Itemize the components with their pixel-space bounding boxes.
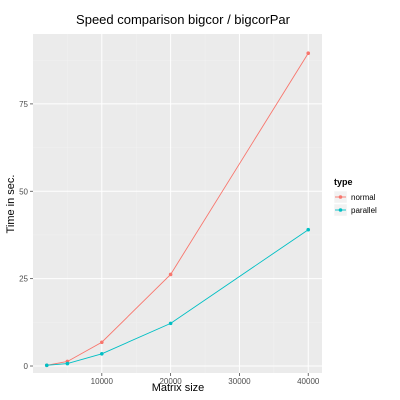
data-point-normal — [306, 51, 311, 56]
legend-label-normal: normal — [351, 193, 376, 202]
x-tick-label: 20000 — [159, 377, 182, 386]
legend-label-parallel: parallel — [351, 206, 377, 215]
x-tick-label: 30000 — [228, 377, 251, 386]
data-point-parallel — [65, 361, 70, 366]
x-tick-label: 40000 — [297, 377, 320, 386]
data-point-parallel — [44, 363, 49, 368]
legend-key-point-normal — [338, 195, 343, 199]
data-point-normal — [168, 272, 173, 277]
y-tick-label: 50 — [19, 187, 28, 196]
y-axis-title: Time in sec. — [5, 175, 17, 234]
data-point-parallel — [306, 227, 311, 232]
tick-layer: 10000 20000 30000 40000 0 25 50 75 — [19, 100, 320, 386]
legend-key-point-parallel — [338, 208, 343, 212]
y-tick-label: 75 — [19, 100, 28, 109]
y-tick-label: 0 — [24, 362, 29, 371]
legend: type normal parallel — [333, 177, 377, 217]
data-point-parallel — [100, 351, 104, 356]
legend-title: type — [334, 177, 353, 187]
data-point-normal — [100, 340, 104, 345]
data-point-parallel — [168, 321, 173, 326]
x-axis-title: Matrix size — [152, 382, 205, 394]
x-tick-label: 10000 — [91, 377, 114, 386]
grid-layer — [33, 34, 322, 373]
y-tick-label: 25 — [19, 275, 28, 284]
chart-title: Speed comparison bigcor / bigcorPar — [76, 12, 291, 27]
series-layer — [44, 51, 311, 368]
